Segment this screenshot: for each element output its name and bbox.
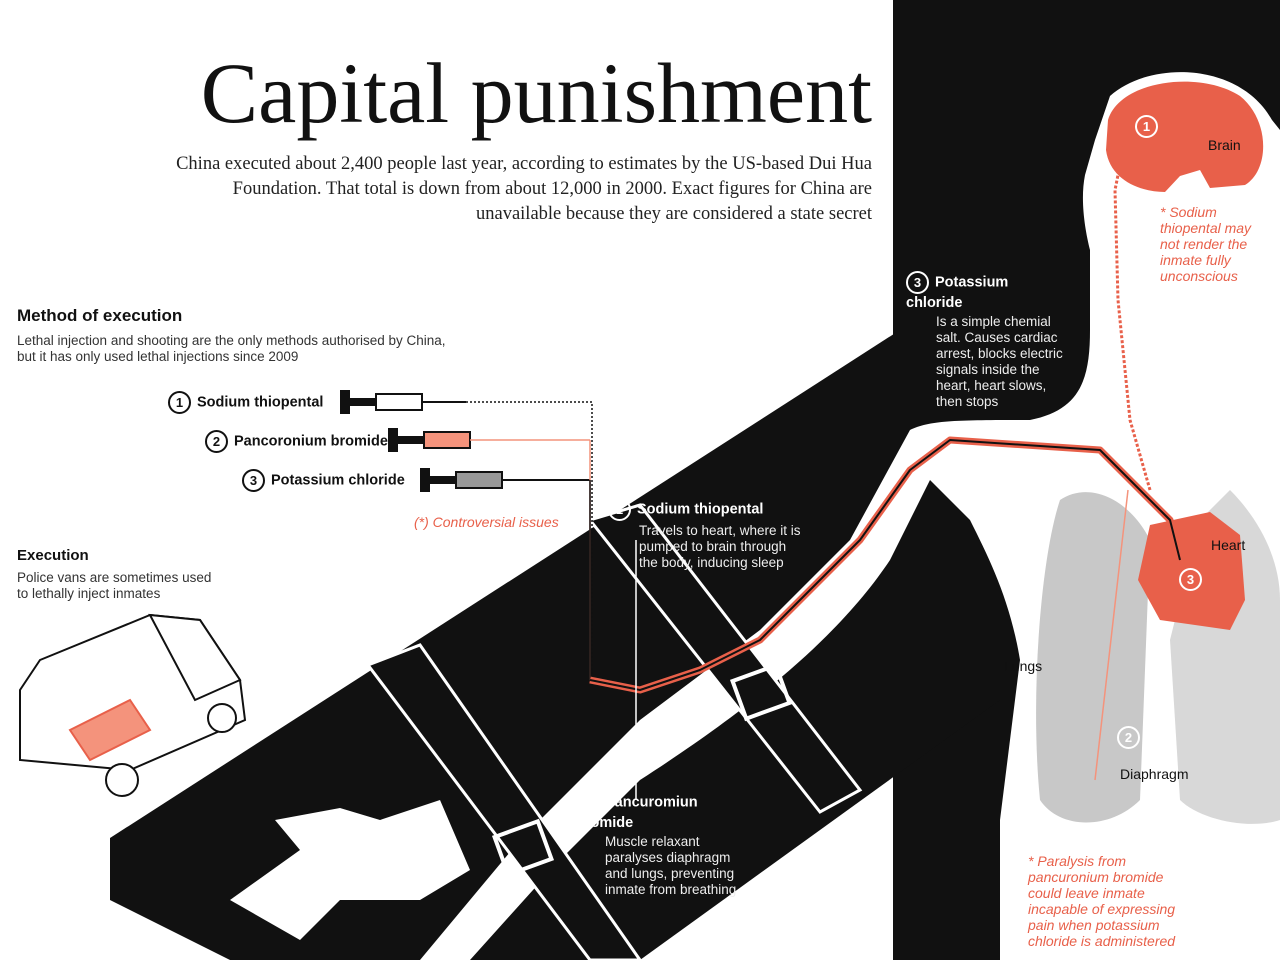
buckle-wrist xyxy=(491,818,555,878)
route-to-brain xyxy=(1113,139,1152,491)
callout-potassium: 3 Potassium chloride Is a simple chemial … xyxy=(906,271,1066,410)
callout-number: 3 xyxy=(906,271,929,294)
callout-text: Muscle relaxant paralyses diaphragm and … xyxy=(605,834,737,897)
legend-item-3: 3 Potassium chloride xyxy=(242,469,405,492)
controversial-note: (*) Controversial issues xyxy=(414,514,559,530)
method-text: Lethal injection and shooting are the on… xyxy=(17,333,446,364)
strap-wrist xyxy=(365,643,642,960)
arm-black-band xyxy=(110,330,1000,960)
sodium-note: * Sodium thiopental may not render the i… xyxy=(1160,204,1252,284)
heart-number: 3 xyxy=(1179,568,1208,591)
legend-label: Sodium thiopental xyxy=(197,394,324,411)
callout-sodium: 1 Sodium thiopental Travels to heart, whe… xyxy=(608,498,808,571)
route-to-diaphragm xyxy=(1094,489,1129,781)
syringe-pancuronium xyxy=(388,428,590,452)
legend-number: 1 xyxy=(168,391,191,414)
police-van xyxy=(19,613,247,797)
diaphragm-number: 2 xyxy=(1117,726,1146,749)
callout-number: 1 xyxy=(608,498,631,521)
legend-item-1: 1 Sodium thiopental xyxy=(168,391,323,414)
paralysis-note: * Paralysis from pancuronium bromide cou… xyxy=(1028,853,1176,949)
syringe-potassium xyxy=(420,468,590,492)
callout-title: Potassium chloride xyxy=(906,274,1009,311)
method-heading: Method of execution xyxy=(17,306,183,325)
execution-heading: Execution xyxy=(17,547,89,564)
legend-item-2: 2 Pancoronium bromide xyxy=(205,430,388,453)
legend-number: 3 xyxy=(242,469,265,492)
callout-title: Pancuromiun bromide xyxy=(576,794,698,831)
brain-number: 1 xyxy=(1135,115,1164,138)
hand-shape xyxy=(230,800,470,940)
callout-text: Travels to heart, where it is pumped to … xyxy=(639,523,801,570)
heart-label: Heart xyxy=(1211,537,1246,553)
callout-title: Sodium thiopental xyxy=(637,501,764,518)
lungs-label: Lungs xyxy=(1004,658,1043,674)
legend-number: 2 xyxy=(205,430,228,453)
page-title: Capital punishment xyxy=(200,45,872,141)
intro-text: China executed about 2,400 people last y… xyxy=(176,154,872,224)
vein-route-inner xyxy=(589,439,1181,691)
callout-pancuronium: 2 Pancuromiun bromide Muscle relaxant par… xyxy=(576,791,746,898)
brain-shape xyxy=(1106,81,1264,192)
legend-label: Pancoronium bromide xyxy=(234,433,388,450)
diaphragm-label: Diaphragm xyxy=(1120,766,1189,782)
execution-text: Police vans are sometimes used to lethal… xyxy=(17,570,212,601)
syringe-sodium xyxy=(340,390,466,414)
callout-text: Is a simple chemial salt. Causes cardiac… xyxy=(936,314,1063,409)
callout-number: 2 xyxy=(576,791,599,814)
brain-label: Brain xyxy=(1208,137,1241,153)
buckle-elbow xyxy=(729,662,793,722)
connector-sodium xyxy=(466,401,637,691)
legend-label: Potassium chloride xyxy=(271,472,405,489)
